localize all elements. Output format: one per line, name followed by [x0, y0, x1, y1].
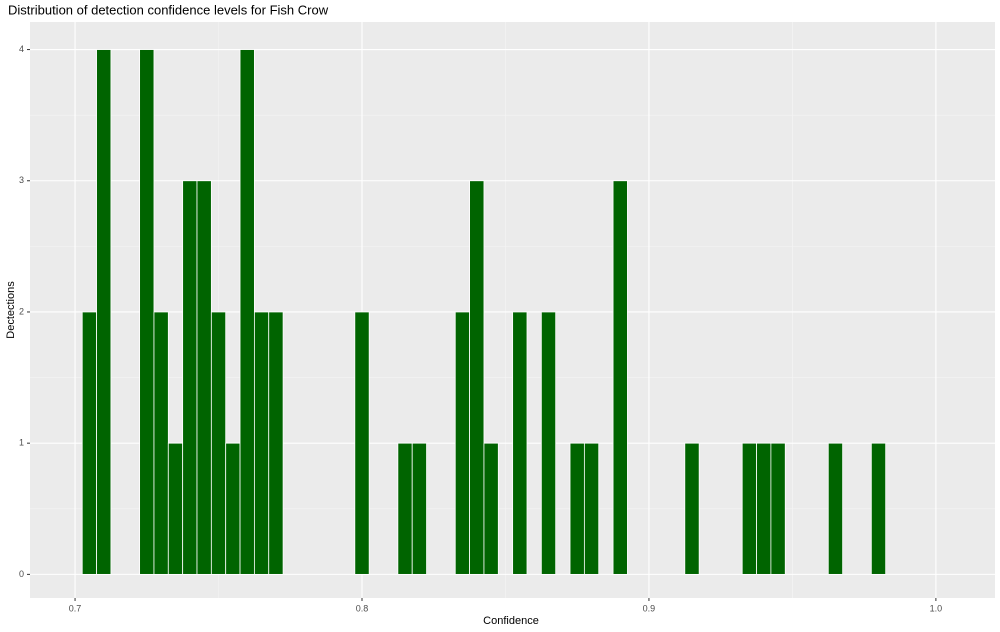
- bar: [411, 442, 427, 575]
- bar: [827, 442, 844, 575]
- bar: [469, 180, 485, 575]
- bar: [239, 49, 255, 575]
- bar: [612, 180, 628, 575]
- bar: [225, 442, 241, 575]
- bar: [81, 311, 97, 575]
- x-tick-label: 0.8: [356, 603, 369, 613]
- y-tick-label: 4: [19, 44, 24, 54]
- bar: [182, 180, 198, 575]
- bar: [569, 442, 585, 575]
- bar: [512, 311, 528, 575]
- bar: [354, 311, 370, 575]
- bar: [540, 311, 557, 575]
- y-tick-label: 2: [19, 306, 24, 316]
- bar: [253, 311, 270, 575]
- bar: [167, 442, 184, 575]
- bar: [870, 442, 887, 575]
- chart-title: Distribution of detection confidence lev…: [8, 2, 329, 17]
- y-tick-label: 3: [19, 175, 24, 185]
- bar: [139, 49, 155, 575]
- bar: [210, 311, 227, 575]
- bar: [268, 311, 284, 575]
- bar: [397, 442, 413, 575]
- y-axis-label: Dectections: [5, 281, 17, 339]
- bar: [756, 442, 772, 575]
- x-tick-label: 0.9: [643, 603, 656, 613]
- x-tick-label: 0.7: [69, 603, 82, 613]
- bar: [741, 442, 757, 575]
- bar: [153, 311, 169, 575]
- y-tick-label: 1: [19, 438, 24, 448]
- bar: [483, 442, 499, 575]
- y-tick-label: 0: [19, 569, 24, 579]
- x-axis-label: Confidence: [483, 615, 539, 627]
- bar: [583, 442, 600, 575]
- bar: [96, 49, 112, 575]
- bar: [454, 311, 471, 575]
- x-tick-label: 1.0: [930, 603, 943, 613]
- bar: [196, 180, 212, 575]
- bar: [770, 442, 786, 575]
- bar: [684, 442, 700, 575]
